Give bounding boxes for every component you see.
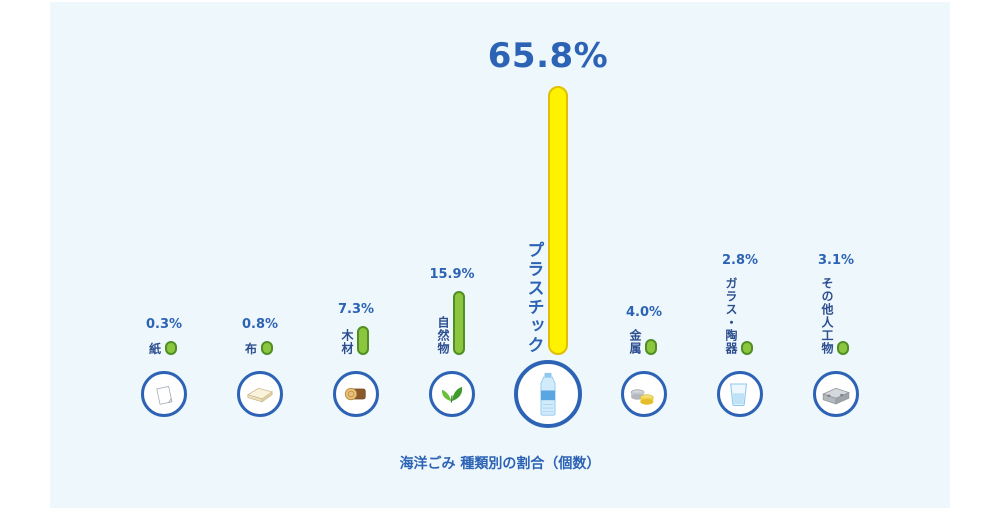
bar-5	[645, 338, 657, 355]
icon-circle-2	[333, 371, 379, 417]
can-icon	[630, 389, 654, 405]
glass-icon	[730, 383, 748, 406]
paper-icon	[156, 385, 173, 405]
icon-circle-1	[237, 371, 283, 417]
bar-1	[261, 341, 273, 355]
percent-label-7: 3.1%	[817, 253, 855, 268]
category-label-3: 自然物	[436, 316, 450, 355]
percent-label-4: 65.8%	[487, 35, 609, 76]
category-label-1: 布	[244, 342, 258, 356]
percent-label-2: 7.3%	[337, 301, 375, 317]
percent-label-5: 4.0%	[625, 305, 663, 320]
leaf-icon	[441, 386, 463, 403]
icon-circle-7	[813, 371, 859, 417]
icon-circle-0	[141, 371, 187, 417]
plastic-bottle-icon	[540, 372, 556, 416]
category-label-7: その他人工物	[820, 277, 834, 355]
percent-label-3: 15.9%	[429, 266, 475, 282]
bar-7	[837, 341, 849, 355]
log-icon	[344, 387, 366, 401]
chart-panel	[50, 2, 950, 508]
block-icon	[822, 387, 850, 405]
category-label-2: 木材	[340, 329, 354, 355]
category-label-6: ガラス・陶器	[724, 277, 738, 355]
bar-6	[741, 341, 753, 355]
category-label-5: 金属	[628, 329, 642, 355]
icon-circle-4	[514, 360, 582, 428]
icon-circle-5	[621, 371, 667, 417]
category-label-0: 紙	[148, 342, 162, 356]
percent-label-6: 2.8%	[721, 253, 759, 268]
chart-caption: 海洋ごみ 種類別の割合（個数）	[399, 456, 601, 472]
bar-3	[453, 290, 465, 355]
icon-circle-6	[717, 371, 763, 417]
icon-circle-3	[429, 371, 475, 417]
percent-label-1: 0.8%	[241, 317, 279, 332]
category-label-4: プラスチック	[523, 241, 544, 355]
bar-0	[165, 341, 177, 355]
bar-2	[357, 325, 369, 355]
percent-label-0: 0.3%	[145, 317, 183, 332]
cloth-icon	[246, 387, 273, 403]
bar-4	[548, 85, 568, 355]
